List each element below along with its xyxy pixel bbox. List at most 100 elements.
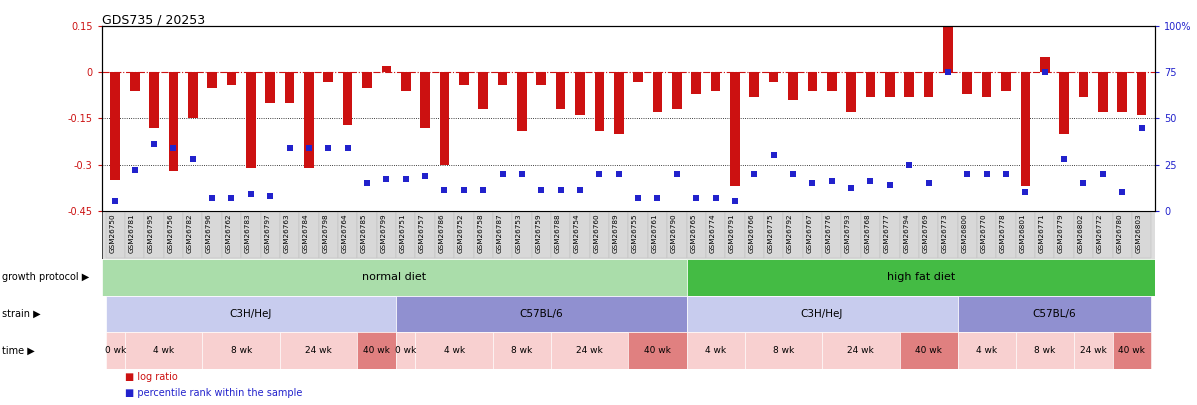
Point (454, 187, 473, 194)
Text: 4 wk: 4 wk (705, 346, 727, 355)
Text: GSM26786: GSM26786 (438, 213, 444, 253)
Bar (958, 296, 1152, 332)
Text: GSM26761: GSM26761 (651, 213, 657, 253)
Point (648, 194, 667, 201)
Bar (202, 332, 280, 369)
Text: GSM26783: GSM26783 (245, 213, 251, 253)
Bar (285, 72, 294, 103)
Text: GSM26758: GSM26758 (478, 213, 484, 253)
Bar (150, 72, 159, 128)
Point (1016, 189, 1035, 195)
Bar (207, 72, 217, 88)
Text: 40 wk: 40 wk (916, 346, 942, 355)
Bar (745, 211, 764, 258)
Bar (1098, 72, 1107, 112)
Point (435, 187, 454, 194)
Bar (841, 211, 861, 258)
Bar (595, 72, 604, 131)
Text: GSM26788: GSM26788 (554, 213, 560, 253)
Point (299, 145, 318, 151)
Bar (943, 26, 953, 72)
Text: GSM26798: GSM26798 (322, 213, 328, 253)
Text: GSM26767: GSM26767 (807, 213, 813, 253)
Text: GSM26777: GSM26777 (883, 213, 889, 253)
Point (996, 171, 1015, 177)
Text: C3H/HeJ: C3H/HeJ (230, 309, 272, 319)
Point (822, 178, 841, 184)
Bar (1001, 72, 1010, 91)
Point (493, 171, 512, 177)
Point (531, 187, 551, 194)
Text: GSM26794: GSM26794 (904, 213, 910, 253)
Point (183, 156, 202, 162)
Bar (1016, 332, 1074, 369)
Text: GSM26791: GSM26791 (729, 213, 735, 253)
Bar (1112, 332, 1152, 369)
Bar (299, 211, 318, 258)
Bar (1132, 211, 1152, 258)
Point (783, 171, 802, 177)
Bar (512, 211, 531, 258)
Text: 0 wk: 0 wk (395, 346, 417, 355)
Point (706, 194, 725, 201)
Text: high fat diet: high fat diet (887, 273, 955, 282)
Text: GSM26778: GSM26778 (999, 213, 1005, 253)
Text: GSM26799: GSM26799 (381, 213, 387, 253)
Bar (633, 72, 643, 81)
Bar (730, 72, 740, 186)
Bar (396, 211, 415, 258)
Bar (808, 72, 818, 91)
Text: GDS735 / 20253: GDS735 / 20253 (102, 13, 205, 26)
Bar (531, 211, 551, 258)
Bar (1021, 72, 1031, 186)
Point (105, 198, 124, 205)
Text: 4 wk: 4 wk (153, 346, 175, 355)
Point (338, 145, 357, 151)
Text: 24 wk: 24 wk (1080, 346, 1106, 355)
Bar (261, 211, 280, 258)
Bar (493, 211, 512, 258)
Text: GSM26776: GSM26776 (826, 213, 832, 253)
Point (803, 180, 822, 186)
Text: GSM26790: GSM26790 (670, 213, 676, 253)
Bar (996, 211, 1016, 258)
Bar (202, 211, 221, 258)
Text: C57BL/6: C57BL/6 (519, 309, 563, 319)
Text: GSM26772: GSM26772 (1096, 213, 1102, 253)
Point (377, 176, 396, 183)
Text: GSM26774: GSM26774 (710, 213, 716, 253)
Bar (266, 72, 275, 103)
Bar (570, 211, 590, 258)
Bar (439, 72, 449, 164)
Bar (435, 211, 454, 258)
Point (280, 145, 299, 151)
Bar (517, 72, 527, 131)
Bar (899, 211, 919, 258)
Text: GSM26797: GSM26797 (265, 213, 271, 253)
Bar (667, 211, 687, 258)
Text: C3H/HeJ: C3H/HeJ (801, 309, 843, 319)
Bar (764, 211, 783, 258)
Bar (420, 72, 430, 128)
Bar (692, 72, 701, 94)
Bar (129, 72, 140, 91)
Bar (687, 211, 706, 258)
Bar (323, 72, 333, 81)
Text: GSM26782: GSM26782 (187, 213, 193, 253)
Bar (938, 211, 958, 258)
Bar (745, 332, 822, 369)
Text: C57BL/6: C57BL/6 (1033, 309, 1076, 319)
Text: GSM26762: GSM26762 (225, 213, 231, 253)
Bar (687, 259, 1155, 296)
Text: GSM26787: GSM26787 (497, 213, 503, 253)
Text: 24 wk: 24 wk (305, 346, 332, 355)
Bar (105, 296, 396, 332)
Bar (958, 332, 1016, 369)
Text: 24 wk: 24 wk (576, 346, 603, 355)
Bar (865, 72, 875, 97)
Bar (711, 72, 721, 91)
Bar (415, 211, 435, 258)
Text: 8 wk: 8 wk (231, 346, 251, 355)
Text: GSM26803: GSM26803 (1136, 213, 1142, 253)
Text: GSM26785: GSM26785 (361, 213, 367, 253)
